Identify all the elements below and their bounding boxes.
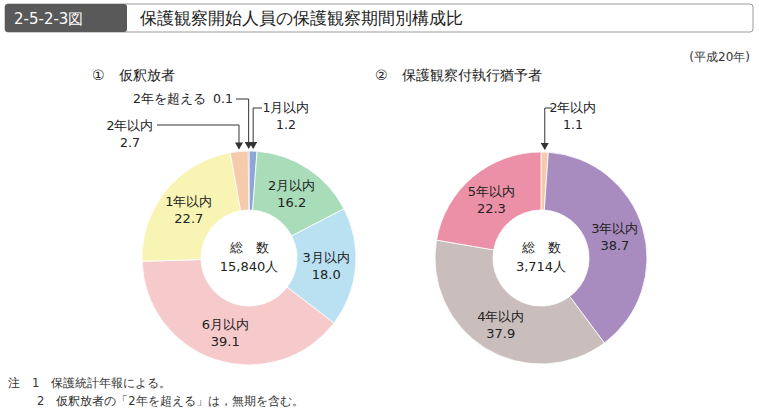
value-label: 2.7 [120,135,140,150]
value-label: 37.9 [486,326,515,341]
total-title: 総 数 [229,240,269,255]
labels: 2年以内 1.1 3年以内 38.7 4年以内 37.9 5年以内 22.3 [468,100,639,341]
category-label: 2年以内 [107,118,154,133]
category-label: 1月以内 [263,100,310,115]
leader-arrow [236,99,249,148]
slices [435,152,647,364]
category-label: 1年以内 [165,194,212,209]
value-label: 22.7 [174,211,203,226]
header-frame [5,4,753,32]
figure-title: 保護観察開始人員の保護観察期間別構成比 [140,8,463,28]
value-label: 0.1 [213,91,233,106]
page: 2-5-2-3図 保護観察開始人員の保護観察期間別構成比 (平成20年) 注 1 保護… [0,0,759,413]
leader-arrow [253,108,262,148]
category-label: 6月以内 [202,317,249,332]
note: 注 1 保護統計年報による。 [8,376,171,390]
total-value: 15,840人 [220,259,279,274]
figure-number: 2-5-2-3図 [14,10,83,28]
category-label: 5年以内 [468,184,515,199]
value-label: 39.1 [211,334,240,349]
value-label: 18.0 [312,267,341,282]
category-label: 2年以内 [550,100,597,115]
chart: ② 保護観察付執行猶予者2年以内1.13年以内38.74年以内37.95年以内2… [375,67,647,364]
value-label: 1.2 [276,117,296,132]
category-label: 2月以内 [268,178,315,193]
header-badge [5,4,127,32]
year-note: (平成20年) [689,50,750,64]
leader-arrow [545,108,552,149]
slice [142,260,334,365]
category-label: 3月以内 [303,250,350,265]
slice [248,151,250,210]
value-label: 1.1 [563,117,583,132]
value-label: 38.7 [600,238,629,253]
total-value: 3,714人 [516,259,566,274]
total-title: 総 数 [521,240,561,255]
chart-title: ① 仮釈放者 [92,67,175,83]
value-label: 16.2 [277,195,306,210]
category-label: 3年以内 [591,221,638,236]
value-label: 22.3 [477,201,506,216]
chart-title: ② 保護観察付執行猶予者 [375,67,542,83]
slice [435,240,604,364]
slice [230,151,248,211]
slice [437,152,541,250]
leader-arrow [157,125,239,148]
slices [142,151,356,365]
slice [142,153,241,262]
labels: 1月以内 1.2 2月以内 16.2 3月以内 18.0 6月以内 39.1 1年以内 22.7 2… [107,91,350,349]
category-label: 2年を超える [133,91,206,106]
category-label: 4年以内 [477,309,524,324]
chart: ① 仮釈放者 1月以内 1.2 2月以内 16.2 3月以内 18.0 6月以内 39.1 1年以… [92,67,356,365]
note: 2 仮釈放者の「2年を超える」は，無期を含む。 [37,394,304,408]
